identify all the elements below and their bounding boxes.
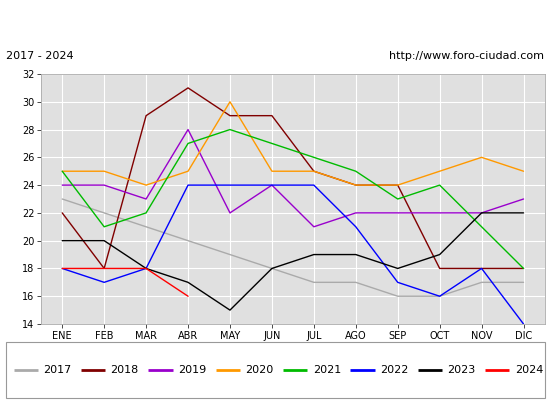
Text: 2023: 2023 <box>448 365 476 375</box>
Text: Evolucion del paro registrado en Pradilla de Ebro: Evolucion del paro registrado en Pradill… <box>88 14 462 28</box>
Text: 2021: 2021 <box>313 365 341 375</box>
Text: 2022: 2022 <box>380 365 409 375</box>
Text: http://www.foro-ciudad.com: http://www.foro-ciudad.com <box>389 51 544 61</box>
Text: 2024: 2024 <box>515 365 543 375</box>
Text: 2019: 2019 <box>178 365 206 375</box>
Text: 2020: 2020 <box>245 365 273 375</box>
Text: 2018: 2018 <box>111 365 139 375</box>
Text: 2017: 2017 <box>43 365 72 375</box>
Text: 2017 - 2024: 2017 - 2024 <box>6 51 73 61</box>
